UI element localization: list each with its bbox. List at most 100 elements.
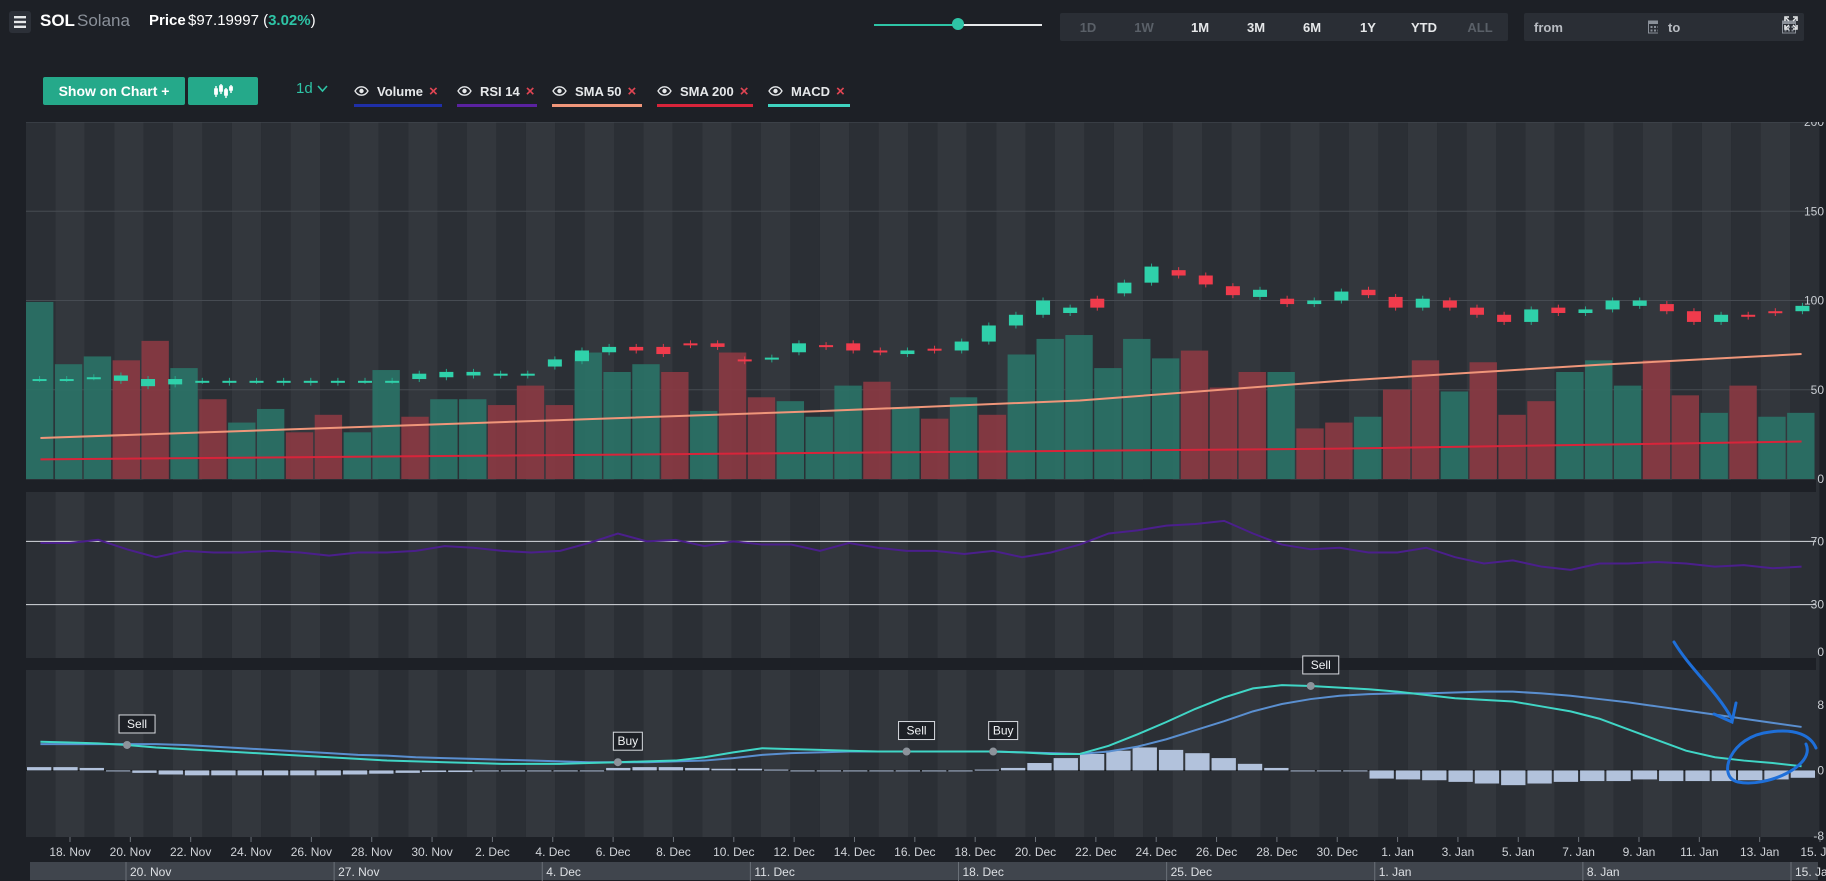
indicator-color-bar: [354, 104, 442, 107]
eye-icon[interactable]: [354, 86, 369, 96]
volume-bar: [863, 381, 891, 479]
navigator[interactable]: [30, 862, 1818, 880]
eye-icon[interactable]: [657, 86, 672, 96]
indicator-volume[interactable]: Volume ×: [354, 78, 442, 107]
price-axis-tick: 100: [1804, 294, 1824, 308]
indicator-sma-200[interactable]: SMA 200 ×: [657, 78, 753, 107]
signal-marker-dot: [902, 747, 911, 756]
background-stripe: [819, 122, 850, 837]
eye-icon[interactable]: [457, 86, 472, 96]
volume-bar: [1382, 389, 1411, 479]
candle-body: [1253, 289, 1268, 297]
candle-body: [249, 380, 264, 383]
eye-icon[interactable]: [768, 86, 783, 96]
symbol-ticker: SOL: [40, 11, 75, 30]
macd-histogram-bar: [1000, 767, 1026, 771]
eye-icon[interactable]: [552, 86, 567, 96]
macd-histogram-bar: [1027, 763, 1052, 771]
price-label: Price: [149, 12, 186, 29]
volume-bar: [343, 432, 371, 479]
x-axis-tick-label: 18. Nov: [49, 845, 90, 859]
background-stripe: [614, 122, 644, 837]
rsi-axis-tick: 70: [1811, 534, 1825, 548]
from-date-field[interactable]: from: [1524, 13, 1670, 41]
x-axis-tick-label: 30. Nov: [411, 845, 452, 859]
candle-body: [493, 373, 508, 376]
background-stripe: [849, 122, 879, 837]
volume-bar: [776, 401, 805, 479]
macd-histogram-bar: [1158, 749, 1184, 771]
volume-bar: [1065, 335, 1093, 479]
macd-histogram-bar: [606, 767, 631, 771]
background-stripe: [408, 122, 438, 837]
macd-histogram-bar: [1422, 770, 1447, 781]
interval-selector[interactable]: 1d: [296, 80, 328, 97]
x-axis-tick-label: 16. Dec: [894, 845, 935, 859]
volume-bar: [1094, 368, 1122, 479]
macd-histogram-bar: [843, 770, 868, 772]
x-axis-tick-label: 10. Dec: [713, 845, 754, 859]
range-button-3m[interactable]: 3M: [1246, 19, 1266, 35]
indicator-rsi-14[interactable]: RSI 14 ×: [457, 78, 537, 107]
candle-body: [900, 350, 915, 355]
macd-histogram-bar: [1132, 747, 1157, 771]
volume-bar: [921, 418, 949, 479]
candle-body: [683, 343, 698, 346]
x-axis-tick-label: 4. Dec: [535, 845, 570, 859]
remove-indicator-icon[interactable]: ×: [627, 82, 637, 100]
macd-histogram-bar: [448, 770, 473, 773]
candle-body: [113, 375, 128, 381]
background-stripe: [1790, 122, 1820, 837]
range-button-1m[interactable]: 1M: [1190, 19, 1210, 35]
volume-bar: [1296, 428, 1324, 479]
background-stripe: [672, 122, 703, 837]
background-stripe: [1349, 122, 1379, 837]
price-value: $97.19997 (3.02%): [188, 12, 316, 29]
range-selector: 1D 1W 1M 3M 6M 1Y YTD ALL: [1060, 13, 1508, 41]
candle-body: [846, 343, 861, 351]
candle-body: [1307, 300, 1322, 305]
remove-indicator-icon[interactable]: ×: [836, 82, 845, 100]
volume-bar: [1556, 371, 1584, 479]
macd-histogram-bar: [1501, 770, 1526, 786]
solana-logo-icon: [9, 11, 31, 33]
range-button-1y[interactable]: 1Y: [1360, 19, 1376, 35]
chart-type-button[interactable]: [188, 77, 258, 105]
signal-marker-dot: [989, 747, 998, 756]
candle-body: [330, 380, 345, 383]
signal-marker-label: Sell: [127, 717, 147, 731]
indicator-sma-50[interactable]: SMA 50 ×: [552, 78, 642, 107]
zoom-slider-handle[interactable]: [952, 18, 964, 30]
macd-histogram-bar: [1395, 770, 1421, 780]
candle-body: [1063, 307, 1078, 313]
indicator-color-bar: [457, 104, 537, 107]
range-button-1d[interactable]: 1D: [1079, 19, 1097, 35]
volume-bar: [747, 397, 776, 479]
remove-indicator-icon[interactable]: ×: [429, 82, 438, 100]
chart-area[interactable]: 200 150 100 50 0 70 30 0 8 0 -8 Sell Buy Sell Buy Sell 1…: [26, 122, 1826, 862]
to-date-field[interactable]: to: [1658, 13, 1804, 41]
x-axis-tick-label: 14. Dec: [834, 845, 875, 859]
volume-bar: [632, 364, 660, 479]
remove-indicator-icon[interactable]: ×: [739, 82, 749, 100]
show-on-chart-button[interactable]: Show on Chart +: [43, 77, 185, 105]
candle-body: [1605, 300, 1620, 310]
volume-bar: [661, 371, 689, 479]
macd-histogram-bar: [105, 770, 131, 772]
background-stripe: [55, 122, 85, 837]
range-button-1w[interactable]: 1W: [1134, 19, 1154, 35]
range-button-all[interactable]: ALL: [1467, 19, 1493, 35]
volume-bar: [487, 405, 516, 479]
candle-body: [1144, 266, 1159, 283]
macd-histogram-bar: [1580, 770, 1605, 782]
candle-body: [954, 341, 969, 351]
background-stripe: [790, 122, 820, 837]
candle-body: [1741, 314, 1756, 317]
fullscreen-icon[interactable]: [1784, 16, 1798, 30]
remove-indicator-icon[interactable]: ×: [525, 82, 535, 100]
range-button-6m[interactable]: 6M: [1302, 19, 1322, 35]
background-stripe: [231, 122, 262, 837]
background-stripe: [1113, 122, 1144, 837]
range-button-ytd[interactable]: YTD: [1411, 19, 1437, 35]
indicator-macd[interactable]: MACD ×: [768, 78, 850, 107]
